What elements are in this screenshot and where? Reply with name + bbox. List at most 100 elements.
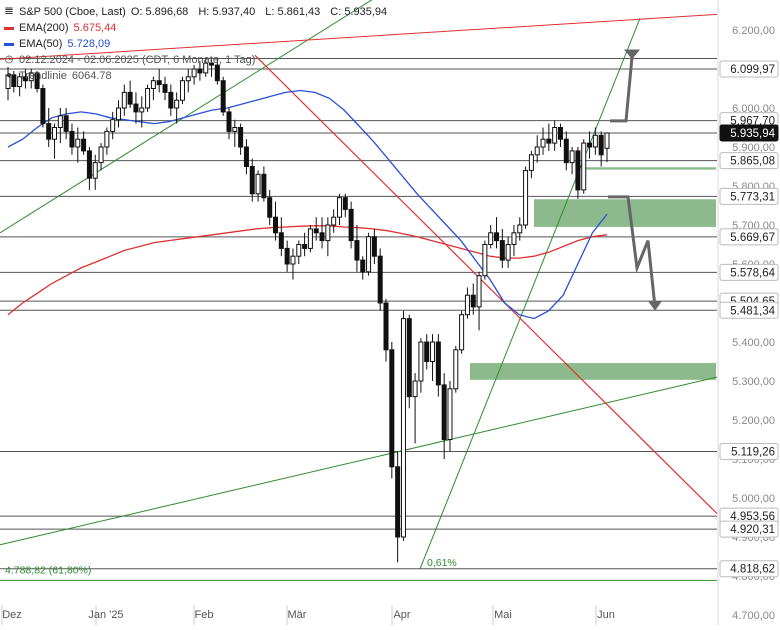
price-level-label: 5.578,64: [730, 267, 775, 279]
y-tick-label: 5.900,00: [732, 142, 775, 154]
x-tick-label: Jan '25: [88, 609, 123, 621]
price-level-box: [719, 560, 779, 578]
candle-body: [40, 88, 46, 125]
price-level-box: [719, 152, 779, 170]
candle-body: [28, 72, 34, 82]
ohlc-open: O: 5.896,68: [130, 6, 189, 18]
candle-body: [243, 146, 249, 167]
candle-body: [587, 142, 593, 148]
fib-annotation: 4.788,82 (61,80%): [5, 564, 91, 576]
candle-body: [406, 318, 412, 398]
candle-body: [505, 244, 511, 261]
price-level-label: 5.865,08: [730, 156, 775, 168]
candle-body: [307, 228, 313, 249]
candle-body: [464, 294, 470, 316]
candle-body: [575, 150, 581, 191]
projection-arrow-down: [608, 195, 657, 308]
legend-trendline[interactable]: ● Trendlinie 6064.78: [4, 68, 397, 84]
candle-body: [81, 138, 87, 152]
ohlc-low: L: 5.861,43: [265, 6, 321, 18]
price-level-box: [719, 60, 779, 78]
candle-body: [453, 349, 459, 390]
legend-range: ◷ 02.12.2024 - 02.06.2025 (CDT, 6 Monate…: [4, 52, 397, 68]
candle-body: [249, 166, 255, 195]
price-level-box: [719, 520, 779, 538]
candle-body: [598, 134, 604, 156]
y-tick-label: 5.400,00: [732, 337, 775, 349]
x-tick-label: Mai: [494, 609, 512, 621]
price-level-box: [719, 301, 779, 319]
candle-body: [278, 232, 284, 249]
projection-arrowhead-down: [648, 301, 662, 311]
candle-body: [11, 74, 17, 88]
x-tick-label: Apr: [393, 609, 410, 621]
candle-body: [476, 275, 482, 308]
candle-body: [447, 388, 453, 440]
x-tick-label: Mär: [288, 609, 307, 621]
candle-body: [569, 150, 575, 164]
candle-body: [424, 341, 430, 362]
candle-body: [226, 111, 232, 132]
price-level-label: 5.669,67: [730, 232, 775, 244]
candle-body: [354, 240, 360, 261]
candle-body: [348, 208, 354, 242]
support-zone: [584, 167, 716, 170]
candle-body: [325, 224, 331, 242]
candle-body: [104, 130, 110, 148]
ema50-value: 5.728,09: [67, 38, 111, 50]
candle-body: [546, 138, 552, 144]
candle-body: [174, 99, 180, 109]
candle-body: [552, 127, 558, 144]
candle-body: [604, 132, 610, 149]
price-level-box: [719, 442, 779, 460]
y-tick-label: 5.200,00: [732, 415, 775, 427]
candle-body: [336, 197, 342, 218]
candle-body: [517, 224, 523, 234]
y-tick-label: 6.200,00: [732, 25, 775, 37]
candle-body: [86, 150, 92, 179]
clock-icon: ◷: [4, 54, 14, 65]
percent-annotation: 0,61%: [427, 557, 457, 569]
legend-ema50[interactable]: EMA(50) 5.728,09: [4, 36, 397, 52]
candle-body: [150, 80, 156, 89]
candle-body: [156, 80, 162, 86]
candle-body: [145, 88, 151, 109]
price-level-label: 5.481,34: [730, 305, 775, 317]
candle-body: [92, 162, 98, 179]
candle-body: [534, 146, 540, 156]
candle-body: [418, 341, 424, 382]
chart-legend: 𝌆 S&P 500 (Cboe, Last) O: 5.896,68 H: 5.…: [4, 4, 397, 84]
candle-body: [5, 74, 11, 89]
candle-body: [63, 115, 69, 132]
candle-body: [191, 68, 197, 78]
candle-body: [22, 76, 28, 82]
price-level-box: [719, 228, 779, 246]
price-level-label: 5.935,94: [730, 128, 775, 140]
x-tick-label: Feb: [195, 609, 214, 621]
uptrend-line-steep: [419, 18, 641, 570]
candle-body: [133, 103, 139, 113]
trendline-label: Trendlinie: [19, 70, 67, 82]
candle-body: [267, 197, 273, 218]
candle-body: [121, 91, 127, 109]
candlestick-icon: 𝌆: [4, 6, 14, 17]
legend-title-row: 𝌆 S&P 500 (Cboe, Last) O: 5.896,68 H: 5.…: [4, 4, 397, 20]
candle-body: [319, 232, 325, 242]
candle-body: [214, 64, 220, 82]
candle-body: [273, 216, 279, 234]
instrument-name: S&P 500 (Cboe, Last): [19, 6, 126, 18]
candle-body: [179, 80, 185, 101]
uptrend-line-april: [0, 376, 718, 546]
ema200-value: 5.675,44: [73, 22, 117, 34]
legend-ema200[interactable]: EMA(200) 5.675,44: [4, 20, 397, 36]
candle-body: [127, 91, 133, 105]
trendline-icon: ●: [5, 70, 13, 81]
candle-body: [34, 72, 40, 90]
y-tick-label: 6.000,00: [732, 103, 775, 115]
candle-body: [459, 314, 465, 351]
candle-body: [168, 91, 174, 109]
candle-body: [366, 236, 372, 273]
candle-body: [371, 236, 377, 257]
candle-body: [75, 138, 81, 148]
